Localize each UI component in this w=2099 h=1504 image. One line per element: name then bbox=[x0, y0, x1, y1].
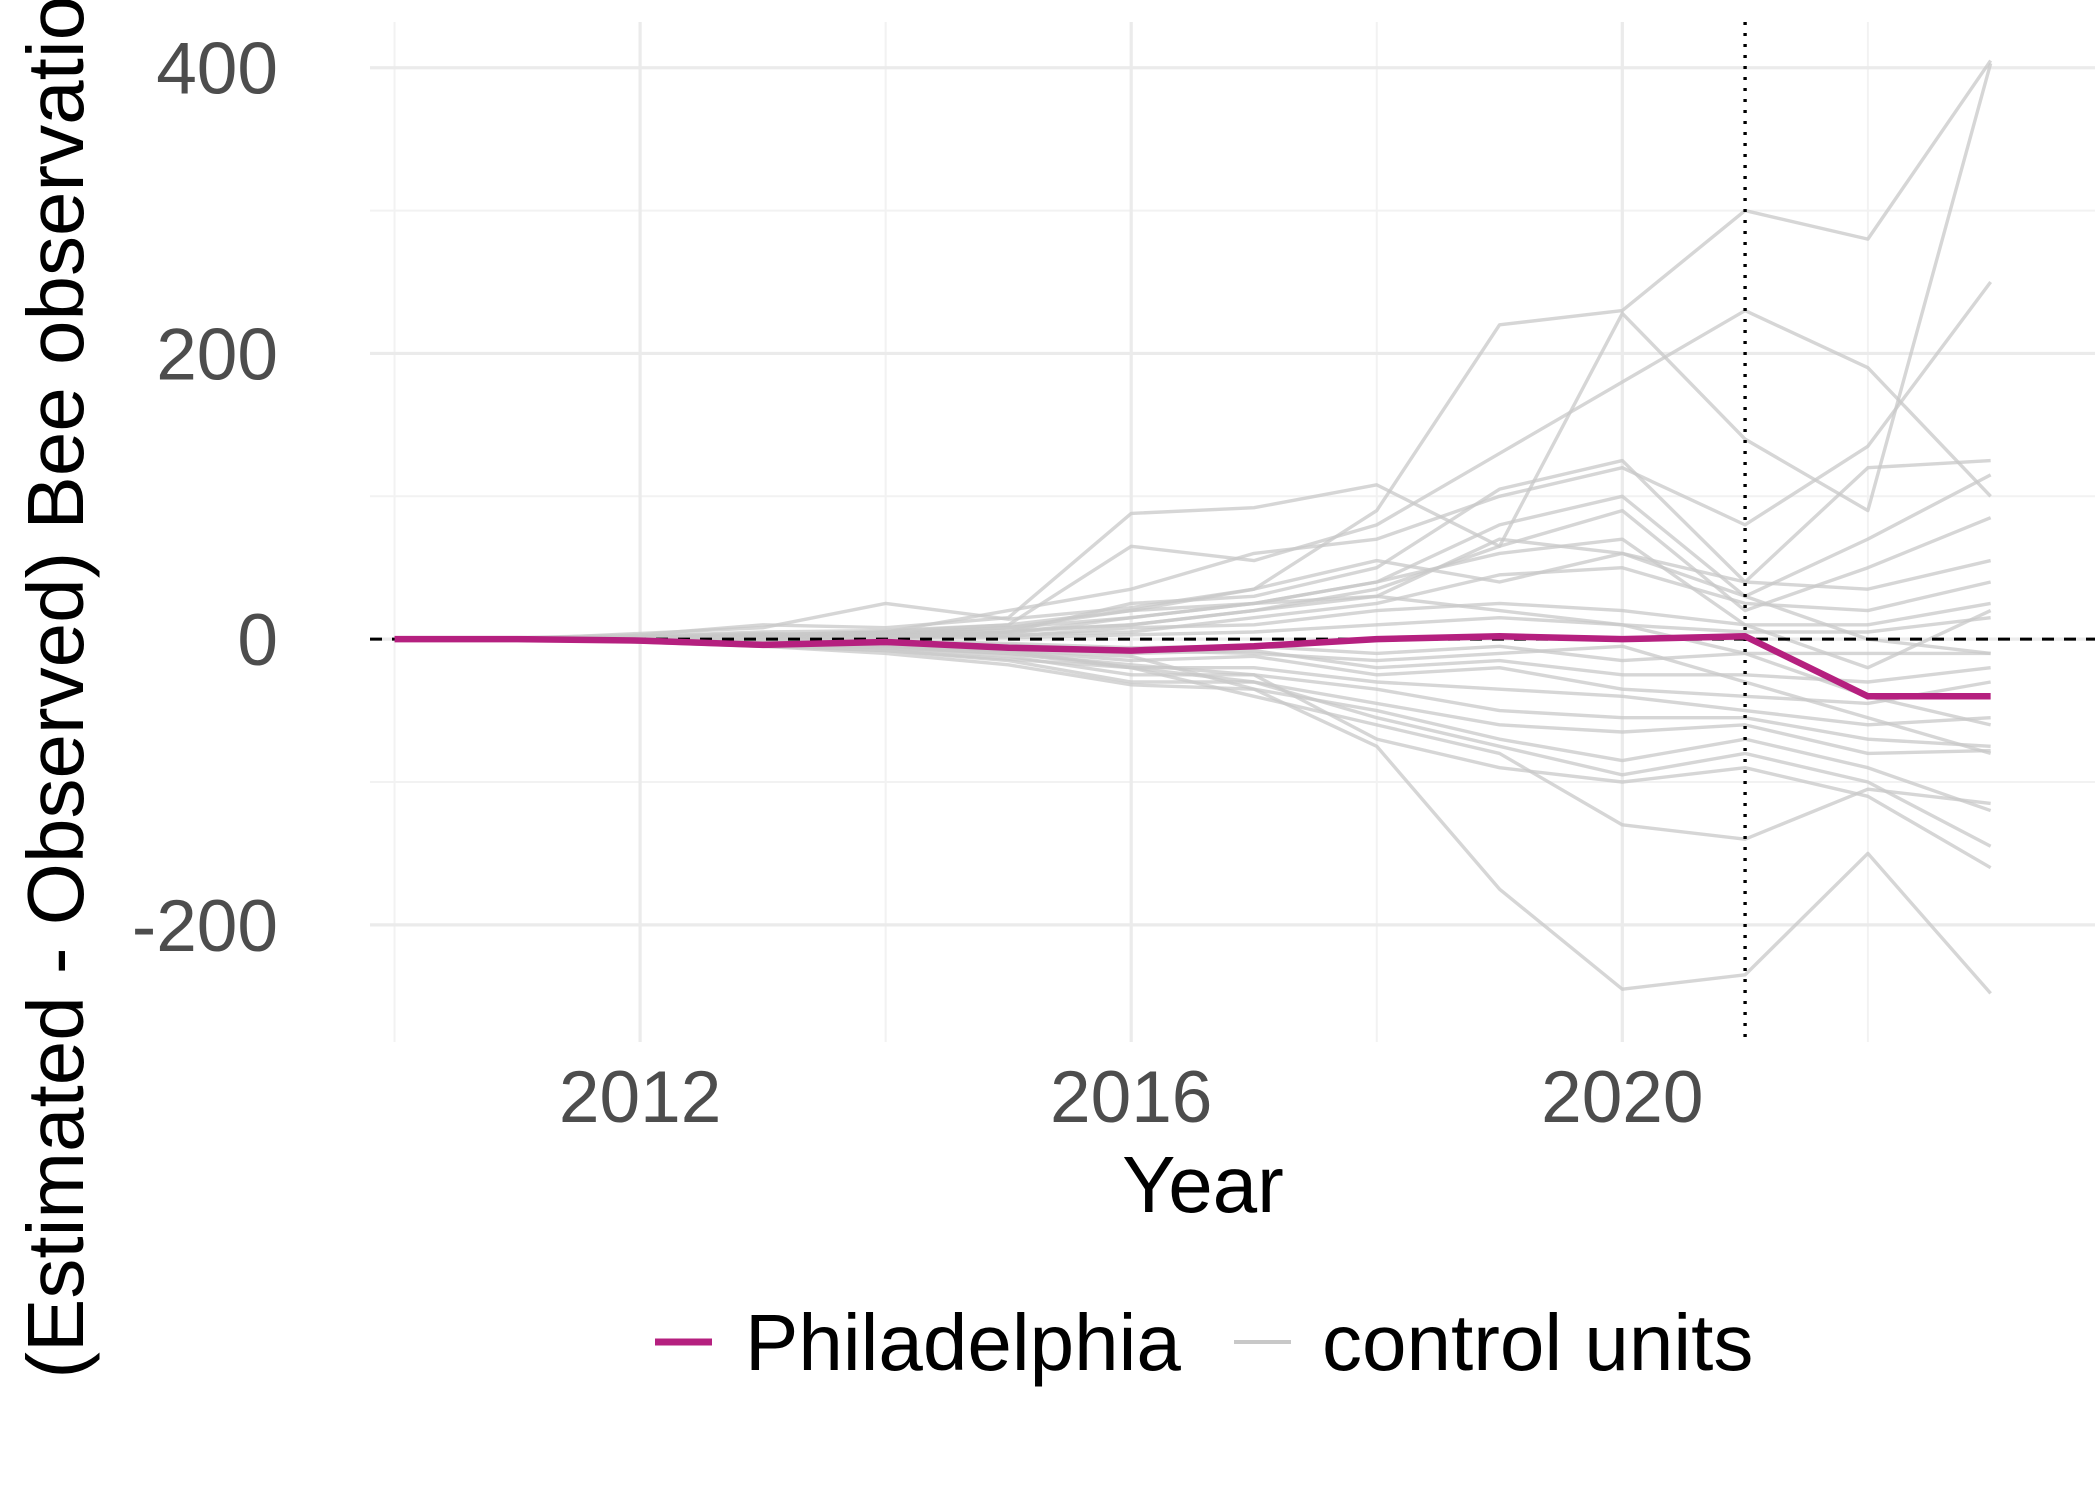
control-unit-line bbox=[394, 280, 1993, 641]
y-tick-label: 0 bbox=[237, 600, 278, 681]
gridlines bbox=[370, 22, 2095, 1042]
philadelphia-line bbox=[394, 633, 1991, 700]
reference-lines bbox=[370, 22, 2095, 1042]
x-tick-label: 2020 bbox=[1541, 1057, 1703, 1138]
x-axis-title: Year bbox=[1122, 1140, 1284, 1229]
y-tick-label: 400 bbox=[156, 29, 278, 110]
y-tick-label: 200 bbox=[156, 314, 278, 395]
legend-label-control-units: control units bbox=[1322, 1298, 1753, 1387]
control-unit-line bbox=[394, 473, 1992, 641]
control-unit-line bbox=[394, 594, 1992, 727]
treated-unit-line bbox=[394, 633, 1991, 700]
control-unit-line bbox=[394, 308, 1992, 641]
y-axis-title: (Estimated - Observed) Bee observations bbox=[11, 0, 100, 1379]
control-unit-line bbox=[394, 637, 1992, 995]
axis-labels: Year (Estimated - Observed) Bee observat… bbox=[11, 0, 1704, 1379]
legend-label-philadelphia: Philadelphia bbox=[745, 1298, 1181, 1387]
legend: Philadelphia control units bbox=[655, 1298, 1753, 1387]
control-unit-line bbox=[394, 458, 1991, 641]
control-unit-lines bbox=[394, 59, 1993, 995]
x-tick-label: 2016 bbox=[1050, 1057, 1212, 1138]
x-tick-label: 2012 bbox=[559, 1057, 721, 1138]
y-tick-label: -200 bbox=[132, 886, 278, 967]
